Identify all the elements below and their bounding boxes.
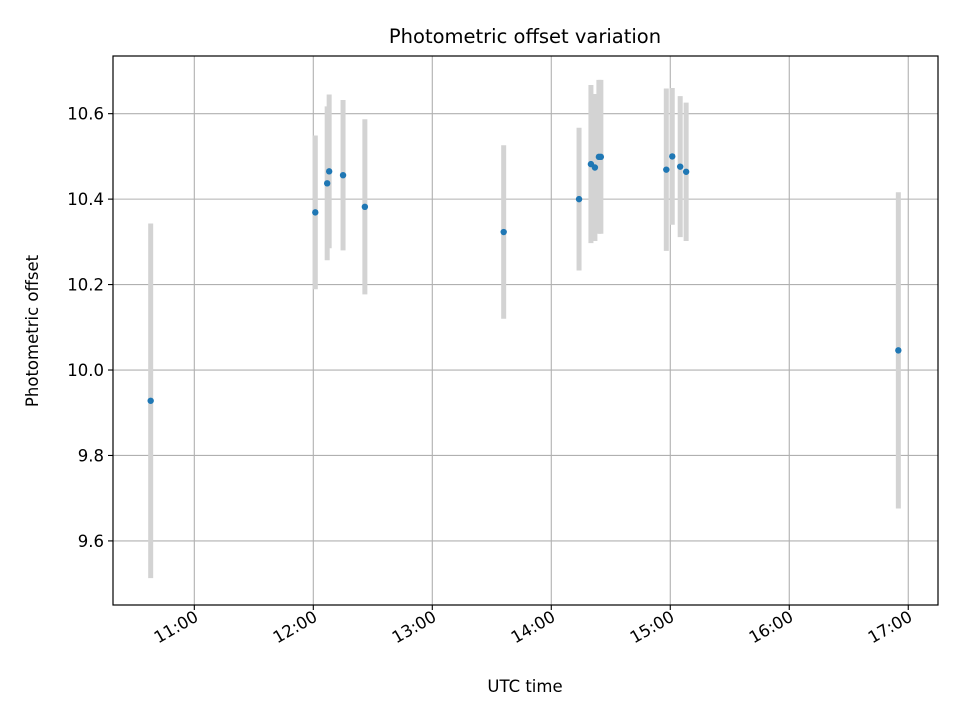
x-axis-title: UTC time: [487, 677, 562, 696]
y-axis: 9.6 9.8 10.0 10.2 10.4 10.6: [67, 105, 113, 551]
chart-title: Photometric offset variation: [389, 25, 661, 48]
data-point: [895, 347, 902, 354]
y-tick-label: 9.8: [78, 446, 104, 465]
y-tick-label: 10.0: [67, 361, 104, 380]
data-point: [325, 168, 333, 175]
y-tick-label: 10.6: [67, 105, 104, 124]
data-point: [147, 397, 154, 404]
y-tick-label: 9.6: [78, 532, 104, 551]
data-point: [591, 164, 599, 171]
data-point: [682, 168, 690, 175]
data-point: [669, 153, 676, 160]
data-point: [312, 209, 319, 216]
data-point: [323, 180, 331, 187]
data-point: [663, 166, 670, 173]
marker-layer: [147, 153, 902, 404]
y-tick-label: 10.4: [67, 190, 104, 209]
plot-frame: [112, 55, 939, 606]
y-tick-label: 10.2: [67, 276, 104, 295]
data-point: [575, 195, 583, 203]
data-point: [500, 228, 507, 236]
y-axis-title: Photometric offset: [23, 254, 42, 407]
data-point: [676, 163, 684, 170]
grid-layer: [113, 56, 938, 605]
data-point: [597, 153, 605, 161]
data-point: [339, 171, 347, 179]
data-point: [361, 203, 369, 211]
